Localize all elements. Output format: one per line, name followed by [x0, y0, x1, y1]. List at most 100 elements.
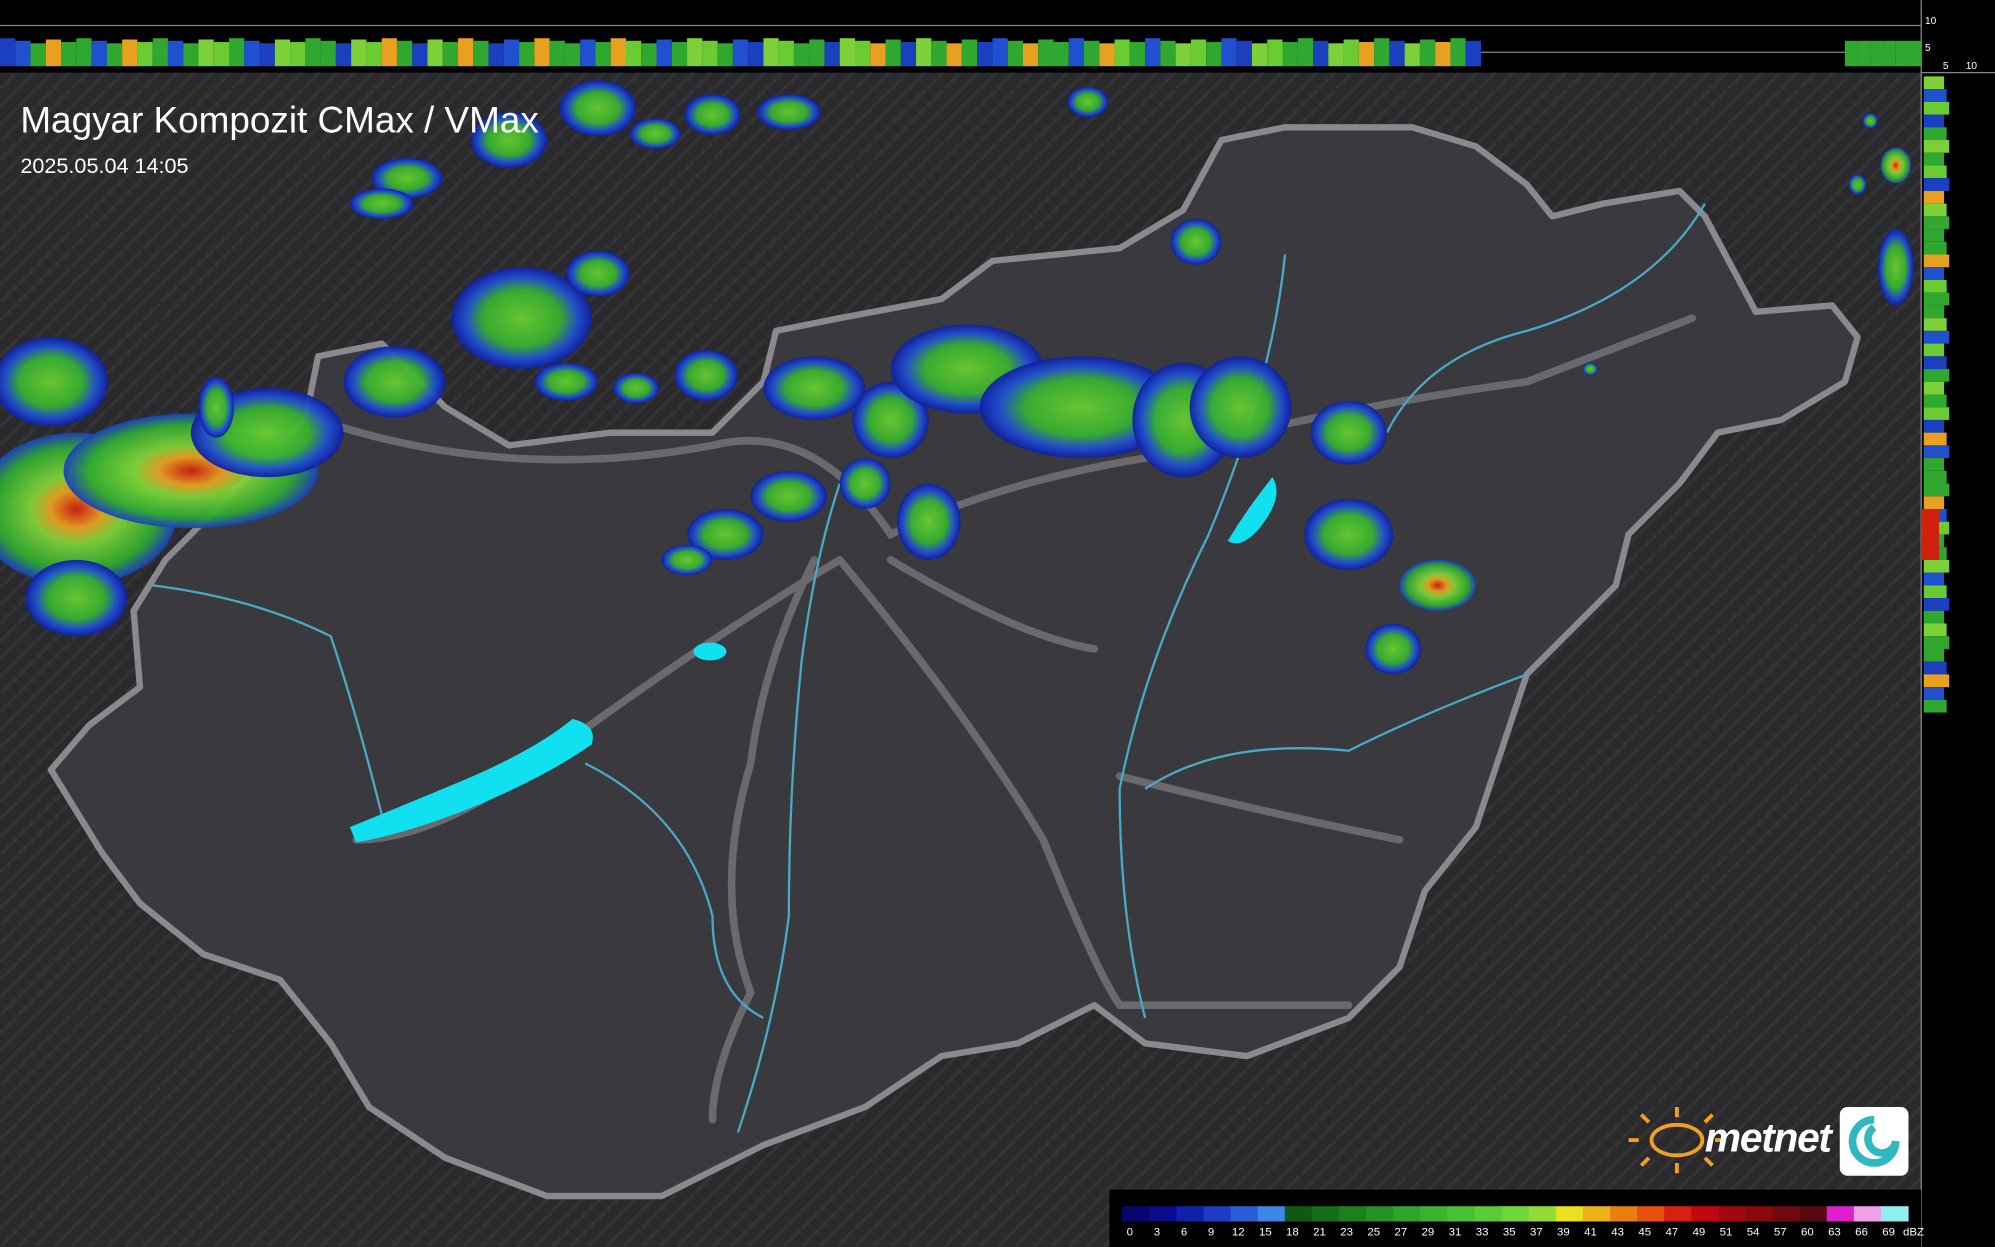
profile-echo	[122, 39, 138, 67]
profile-echo	[534, 38, 550, 67]
profile-echo	[1923, 496, 1945, 509]
radar-echo	[1365, 623, 1422, 675]
river	[584, 762, 764, 1019]
profile-echo	[1923, 292, 1950, 306]
legend-label: 43	[1611, 1226, 1624, 1238]
profile-echo	[687, 38, 703, 67]
profile-echo	[1923, 699, 1947, 713]
legend-swatch	[1149, 1206, 1177, 1222]
profile-echo	[1099, 43, 1115, 67]
legend-label: 51	[1720, 1226, 1733, 1238]
lake-tisza	[1227, 477, 1277, 544]
legend-swatch	[1745, 1206, 1774, 1222]
legend-label: 66	[1855, 1226, 1868, 1238]
road	[835, 556, 1353, 1010]
profile-echo	[595, 42, 611, 67]
profile-echo	[76, 38, 92, 67]
profile-echo	[1923, 114, 1945, 128]
profile-echo	[793, 43, 810, 67]
radar-echo	[1880, 147, 1912, 184]
radar-echo	[1862, 113, 1878, 129]
profile-echo	[198, 39, 214, 67]
legend-swatch	[1176, 1206, 1204, 1222]
profile-echo	[1923, 687, 1945, 700]
profile-echo	[1007, 40, 1023, 67]
profile-echo	[946, 43, 962, 67]
profile-echo	[1923, 559, 1950, 573]
radar-echoes	[0, 80, 1914, 675]
logo-sun	[1628, 1106, 1726, 1174]
profile-echo	[1923, 648, 1945, 662]
profile-echo	[1923, 356, 1947, 370]
legend-swatch	[1122, 1206, 1150, 1222]
profile-echo	[1404, 43, 1420, 67]
profile-echo	[763, 38, 779, 67]
radar-echo	[0, 337, 109, 427]
profile-echo	[564, 43, 581, 67]
profile-echo	[885, 39, 901, 67]
legend-unit: dBZ	[1903, 1226, 1924, 1238]
radar-echo	[763, 356, 866, 420]
profile-echo	[1923, 267, 1945, 280]
profile-echo	[229, 38, 245, 67]
profile-echo	[503, 39, 520, 67]
profile-echo	[702, 40, 718, 67]
profile-echo	[778, 40, 794, 67]
profile-echo	[259, 43, 275, 67]
profile-echo	[213, 42, 230, 67]
profile-echo	[1084, 40, 1100, 67]
radar-echo	[684, 94, 741, 135]
legend-swatch	[1881, 1206, 1909, 1222]
profile-echo	[1297, 38, 1314, 67]
legend-label: 0	[1127, 1226, 1133, 1238]
profile-echo	[1236, 40, 1252, 67]
river	[152, 584, 383, 815]
legend-label: 18	[1286, 1226, 1299, 1238]
profile-echo	[320, 40, 336, 67]
profile-echo	[45, 39, 62, 67]
profile-echo	[1022, 43, 1039, 67]
legend-label: 57	[1774, 1226, 1787, 1238]
radar-echo	[1170, 218, 1222, 265]
profile-echo	[1923, 585, 1947, 599]
profile-echo	[641, 43, 657, 67]
legend-swatch	[1338, 1206, 1367, 1222]
profile-echo	[1923, 407, 1950, 420]
legend-label: 49	[1693, 1226, 1706, 1238]
radar-echo	[896, 483, 961, 560]
profile-echo	[1129, 42, 1146, 67]
radar-echo	[1582, 362, 1599, 376]
legend-label: 31	[1449, 1226, 1462, 1238]
river	[736, 483, 841, 1133]
legend-swatch	[1718, 1206, 1747, 1222]
legend-swatch	[1257, 1206, 1286, 1222]
legend-swatch	[1609, 1206, 1638, 1222]
profile-echo	[458, 38, 474, 67]
legend-label: 41	[1584, 1226, 1597, 1238]
profile-echo	[61, 42, 77, 67]
legend-swatch	[1528, 1206, 1557, 1222]
legend-label: 37	[1530, 1226, 1543, 1238]
legend-swatch	[1664, 1206, 1692, 1222]
profile-echo	[488, 43, 504, 67]
profile-echo	[1923, 470, 1947, 484]
radar-echo	[661, 544, 713, 576]
legend-label: 29	[1422, 1226, 1435, 1238]
radar-echo	[198, 376, 235, 438]
profile-echo	[1895, 40, 1909, 67]
radar-echo	[451, 267, 592, 370]
radar-echo	[1067, 86, 1109, 118]
legend-label: 45	[1638, 1226, 1651, 1238]
legend-label: 6	[1181, 1226, 1187, 1238]
profile-echo	[1160, 40, 1176, 67]
legend-swatch	[1582, 1206, 1611, 1222]
legend-swatch	[1799, 1206, 1828, 1222]
profile-echo	[1923, 89, 1947, 102]
legend-label: 15	[1259, 1226, 1272, 1238]
profile-echo	[1923, 203, 1947, 217]
radar-echo	[674, 349, 738, 401]
legend-label: 12	[1232, 1226, 1245, 1238]
road	[1115, 772, 1404, 844]
